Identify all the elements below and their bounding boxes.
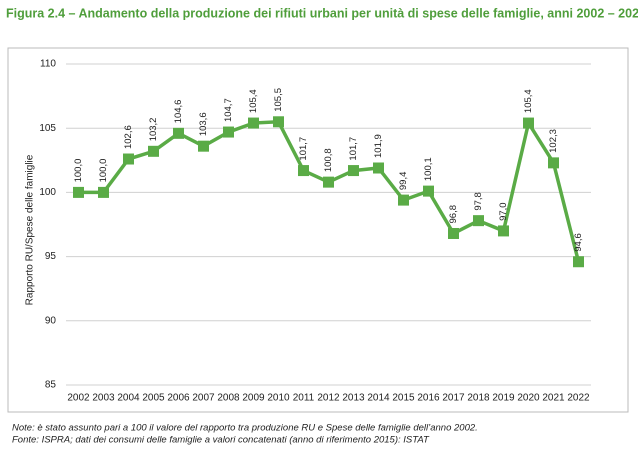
x-tick-label: 2002 [67,393,90,404]
marker [523,117,534,129]
x-tick-label: 2011 [293,393,315,404]
line [78,118,581,263]
data-label: 96,8 [448,205,459,224]
data-label: 100,8 [323,148,334,172]
marker [223,126,234,138]
marker [173,127,184,139]
marker [448,227,459,239]
chart-frame [7,47,629,413]
y-tick-label: 85 [45,380,57,391]
x-tick-label: 2007 [192,393,215,404]
marker [373,162,384,174]
data-label: 101,9 [373,134,384,158]
x-tick-label: 2009 [242,393,265,404]
x-tick-label: 2019 [492,393,515,404]
data-label: 97,8 [473,192,484,211]
data-label: 105,4 [248,89,259,113]
x-tick-label: 2012 [317,393,340,404]
marker [398,194,409,206]
data-label: 100,0 [98,159,109,183]
data-label: 102,6 [123,125,134,149]
x-tick-label: 2010 [267,393,290,404]
marker [98,186,109,198]
y-axis-label: Rapporto RU/Spese delle famiglie [25,154,36,305]
marker [573,256,584,268]
y-tick-label: 110 [40,59,56,70]
x-tick-label: 2016 [417,393,440,404]
x-tick-label: 2004 [117,393,140,404]
marker [248,117,259,129]
x-tick-label: 2014 [367,393,390,404]
marker [473,215,484,227]
data-label: 104,7 [223,98,234,122]
note: Note: è stato assunto pari a 100 il valo… [12,423,478,434]
data-label: 100,1 [423,157,434,181]
chart-title: Figura 2.4 – Andamento della produzione … [6,6,638,20]
marker [73,186,84,198]
marker [498,225,509,237]
x-tick-label: 2015 [392,393,415,404]
x-tick-label: 2008 [217,393,240,404]
data-label: 101,7 [348,137,359,161]
data-label: 94,6 [573,233,584,252]
marker [298,165,309,177]
data-label: 105,5 [273,88,284,112]
y-tick-label: 100 [39,187,56,198]
marker [273,116,284,128]
x-tick-label: 2022 [567,393,590,404]
data-label: 105,4 [523,89,534,113]
marker [423,185,434,197]
data-label: 103,6 [198,112,209,136]
x-tick-label: 2017 [442,393,465,404]
data-label: 101,7 [298,137,309,161]
x-tick-label: 2006 [167,393,190,404]
marker [123,153,134,165]
marker [148,145,159,157]
marker [348,165,359,177]
marker [323,176,334,188]
data-label: 99,4 [398,172,409,191]
x-tick-label: 2003 [92,393,115,404]
x-tick-label: 2018 [467,393,490,404]
y-tick-label: 105 [39,123,56,134]
note: Fonte: ISPRA; dati dei consumi delle fam… [12,435,430,446]
y-tick-label: 95 [45,251,57,262]
data-label: 104,6 [173,100,184,124]
x-tick-label: 2020 [517,393,540,404]
x-tick-label: 2005 [142,393,165,404]
x-tick-label: 2013 [342,393,365,404]
data-label: 102,3 [548,129,559,153]
marker [198,140,209,152]
data-label: 100,0 [73,159,84,183]
x-tick-label: 2021 [542,393,565,404]
data-label: 103,2 [148,118,159,142]
data-label: 97,0 [498,202,509,221]
marker [548,157,559,169]
y-tick-label: 90 [45,315,57,326]
